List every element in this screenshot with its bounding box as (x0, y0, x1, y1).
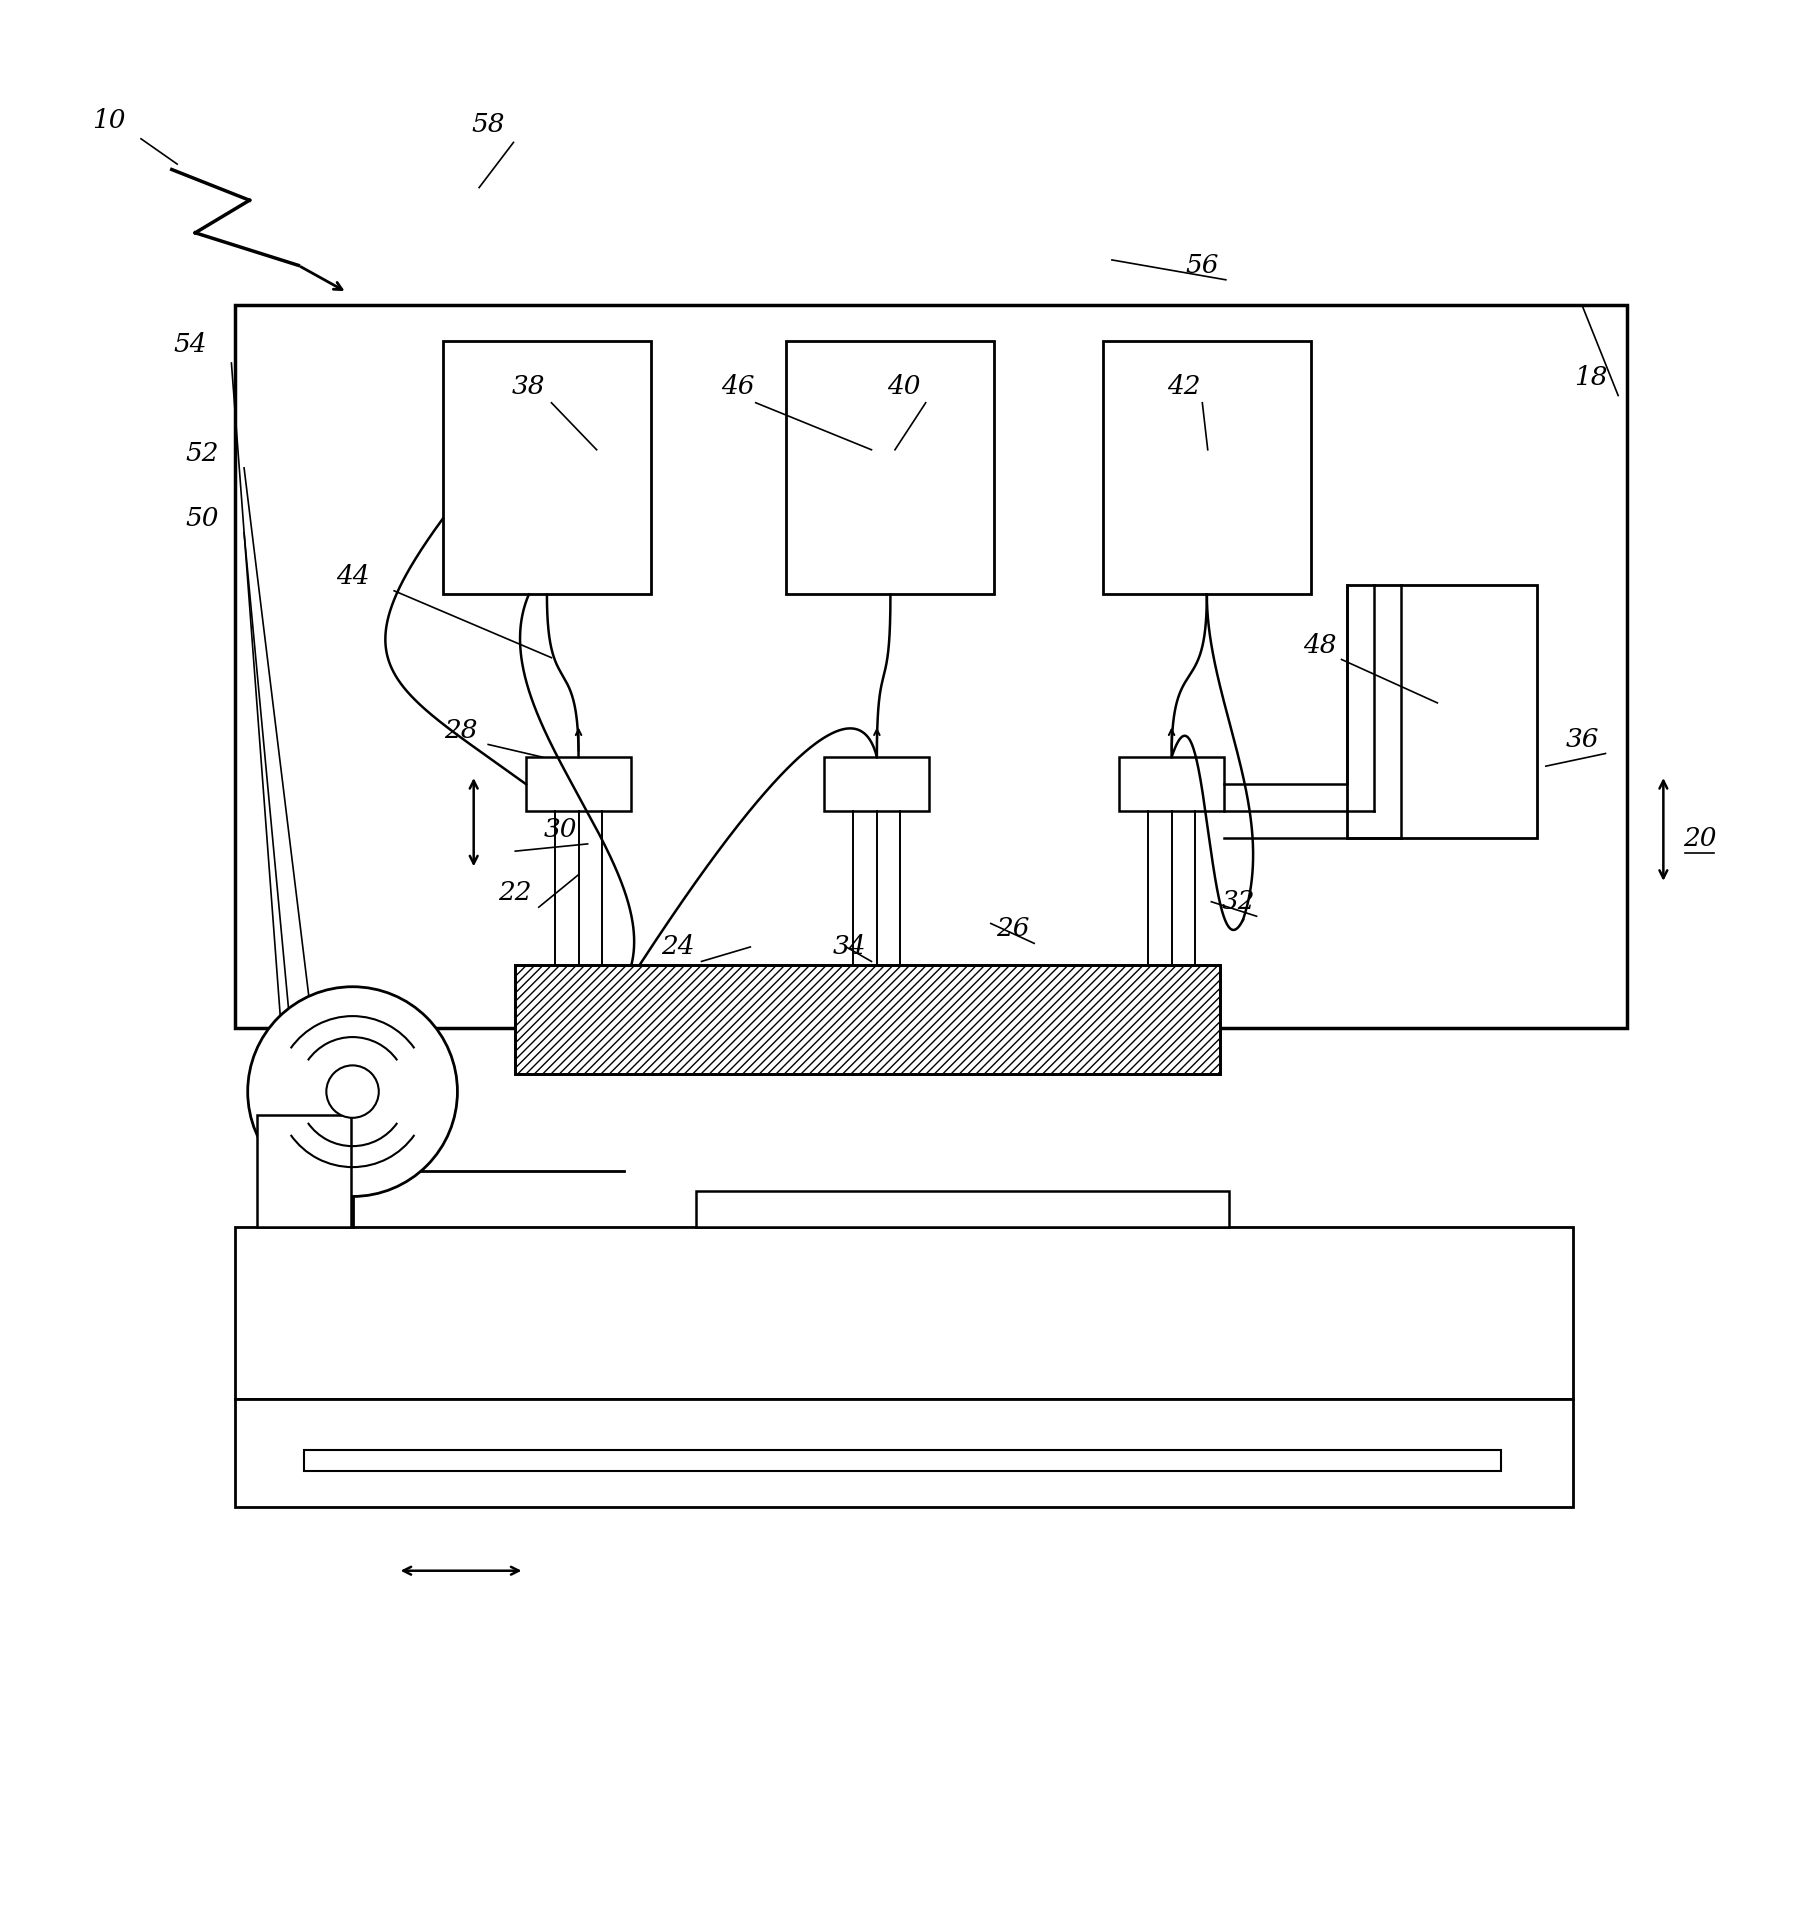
Text: 44: 44 (336, 564, 369, 589)
Text: 26: 26 (996, 916, 1028, 941)
Bar (235, 306, 1626, 1029)
Text: 20: 20 (1682, 826, 1715, 851)
Text: 52: 52 (186, 442, 219, 467)
Text: 34: 34 (833, 935, 866, 960)
Text: 32: 32 (1222, 889, 1254, 914)
Text: 56: 56 (1185, 252, 1218, 277)
Text: 30: 30 (544, 816, 576, 841)
Bar (1119, 757, 1223, 811)
Text: 24: 24 (661, 935, 694, 960)
Bar (304, 1449, 1500, 1470)
Circle shape (248, 987, 457, 1197)
Bar (526, 757, 631, 811)
Bar (515, 966, 1220, 1073)
Text: 22: 22 (499, 880, 531, 904)
Bar (786, 340, 994, 595)
Text: 38: 38 (511, 375, 544, 400)
Bar (235, 1400, 1572, 1507)
Bar (257, 1115, 351, 1228)
Text: 42: 42 (1167, 375, 1200, 400)
Text: 58: 58 (472, 111, 504, 138)
Bar (1346, 585, 1536, 839)
Text: 48: 48 (1303, 633, 1335, 658)
Bar (824, 757, 929, 811)
Bar (235, 1228, 1572, 1400)
Text: 10: 10 (92, 109, 125, 134)
Bar (1102, 340, 1310, 595)
Text: 54: 54 (173, 333, 206, 358)
Text: 36: 36 (1565, 727, 1597, 751)
Text: 46: 46 (721, 375, 754, 400)
Circle shape (325, 1065, 379, 1119)
Bar (443, 340, 651, 595)
Text: 18: 18 (1574, 365, 1606, 390)
Text: 50: 50 (186, 507, 219, 532)
Text: 40: 40 (887, 375, 920, 400)
Bar (515, 966, 1220, 1073)
Text: 28: 28 (445, 717, 477, 742)
Bar (696, 1191, 1229, 1228)
